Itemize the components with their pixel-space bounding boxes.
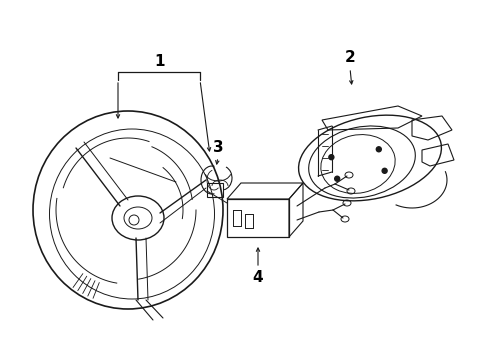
Bar [226, 199, 288, 237]
Bar [206, 183, 223, 197]
Text: 1: 1 [154, 54, 165, 69]
Text: 4: 4 [252, 270, 263, 285]
Circle shape [381, 168, 386, 173]
Text: 2: 2 [344, 50, 355, 66]
Text: 3: 3 [212, 140, 223, 156]
Circle shape [376, 147, 381, 152]
Circle shape [334, 176, 339, 181]
Circle shape [328, 155, 333, 160]
